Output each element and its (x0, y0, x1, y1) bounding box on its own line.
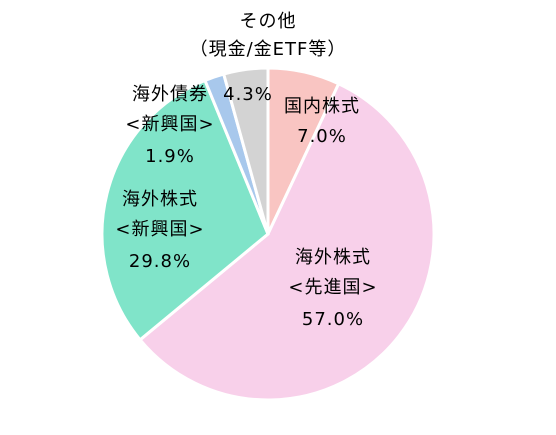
slice-label: 海外債券 (132, 84, 208, 105)
value-label: 57.0% (302, 309, 364, 330)
slice-label: 海外株式 (122, 189, 198, 210)
pie-slice (100, 78, 270, 342)
slice-label: <新興国> (115, 219, 204, 240)
slice-label: 海外株式 (295, 247, 371, 268)
slice-label: （現金/金ETF等） (190, 39, 347, 60)
value-label: 1.9% (145, 146, 195, 167)
value-label: 4.3% (223, 84, 273, 105)
slice-label: 国内株式 (284, 96, 360, 117)
value-label: 29.8% (129, 251, 191, 272)
pie-slice (221, 66, 270, 235)
value-label: 7.0% (297, 126, 347, 147)
slice-label: その他 (240, 11, 297, 32)
slice-label: <新興国> (125, 114, 214, 135)
pie-slice (137, 81, 436, 402)
slice-label: <先進国> (288, 277, 377, 298)
